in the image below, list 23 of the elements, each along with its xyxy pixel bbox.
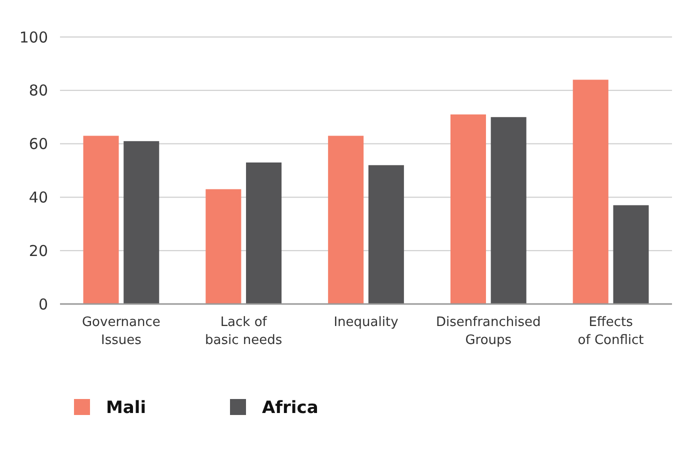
bar [368,165,404,304]
bar [246,162,282,304]
bar [572,80,608,304]
bar [83,136,119,304]
y-tick-label: 0 [38,295,48,314]
x-tick-label: Lack of basic needs [205,315,282,348]
bar [450,114,486,304]
bar [328,136,364,304]
x-tick-label: Governance Issues [82,315,160,348]
bar [206,189,242,304]
legend-label: Africa [262,398,318,418]
bar [490,117,526,304]
x-tick-label: Inequality [334,315,399,330]
y-tick-label: 40 [28,188,48,206]
bar [124,141,160,304]
y-tick-label: 20 [28,242,48,260]
y-tick-label: 80 [28,82,48,100]
bar [613,205,649,304]
x-tick-label: Effects of Conflict [578,315,644,348]
y-tick-label: 100 [19,28,48,46]
x-tick-label: Disenfranchised Groups [436,315,541,348]
legend-label: Mali [106,398,146,418]
y-tick-label: 60 [28,135,48,154]
